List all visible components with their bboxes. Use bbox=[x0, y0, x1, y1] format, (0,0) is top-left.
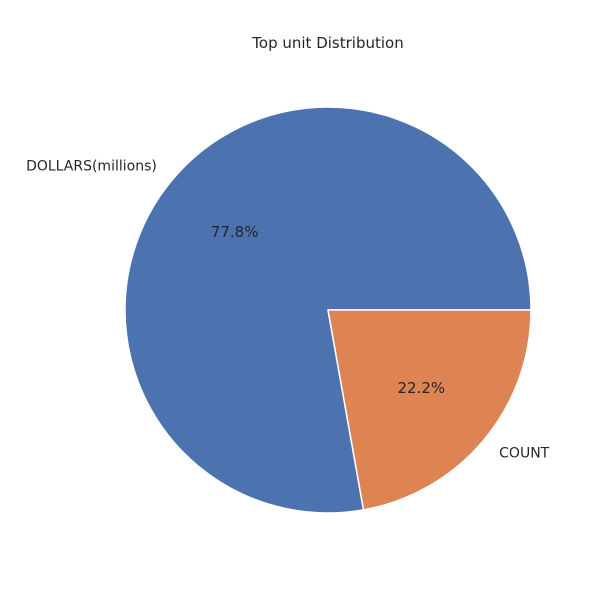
percent-label: 77.8% bbox=[211, 223, 259, 241]
pie-slice-count bbox=[327, 309, 532, 511]
pie-labels: 77.8% DOLLARS(millions) 22.2% COUNT bbox=[26, 159, 550, 462]
pie-slices bbox=[124, 106, 532, 514]
category-label: COUNT bbox=[499, 445, 550, 461]
percent-label: 22.2% bbox=[398, 379, 446, 397]
chart-title: Top unit Distribution bbox=[251, 34, 403, 52]
category-label: DOLLARS(millions) bbox=[26, 159, 157, 175]
